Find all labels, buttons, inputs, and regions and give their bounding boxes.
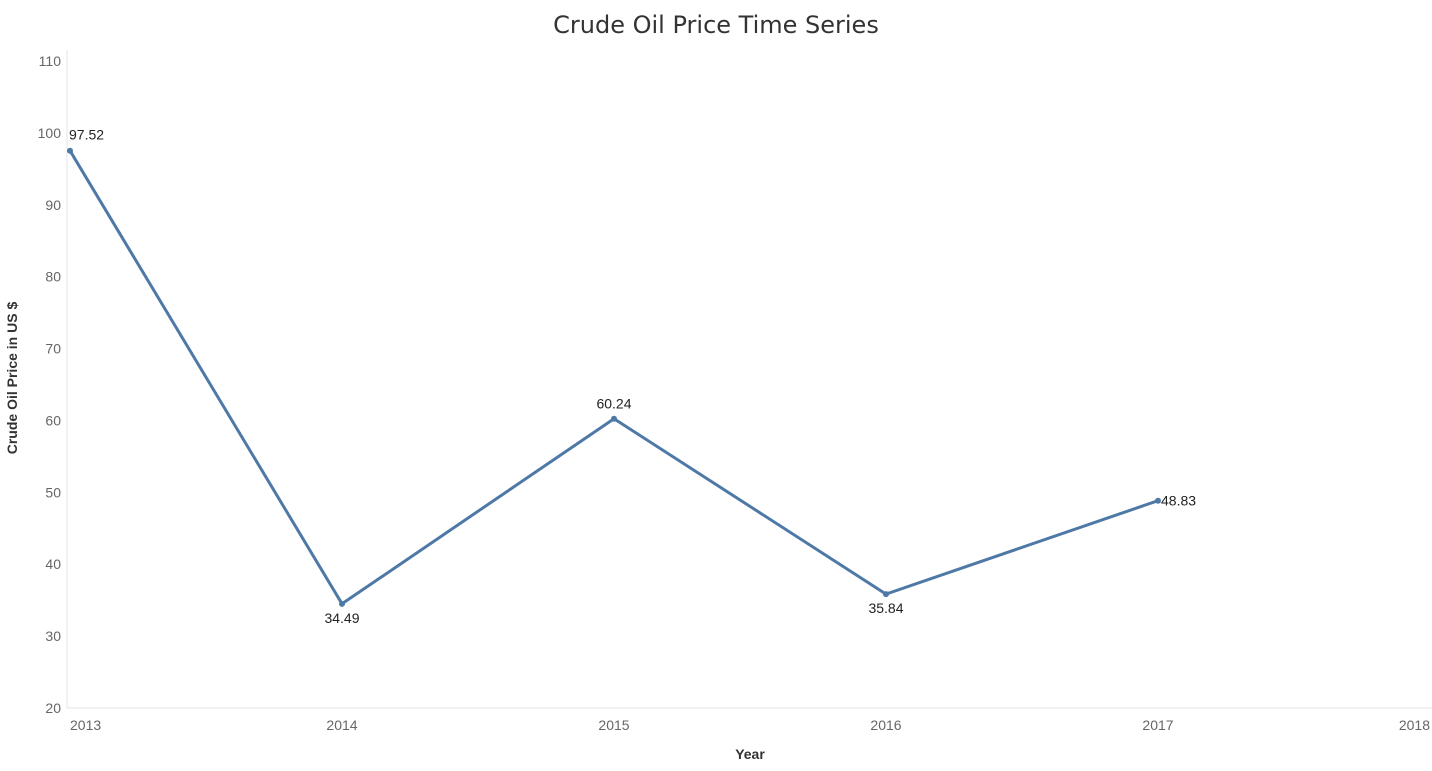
data-point: [611, 415, 617, 422]
x-tick-label: 2013: [70, 717, 101, 733]
y-tick-label: 40: [45, 556, 61, 572]
y-tick-label: 90: [45, 197, 61, 213]
data-label: 34.49: [324, 610, 359, 626]
x-tick-label: 2015: [598, 717, 629, 733]
x-tick-label: 2016: [870, 717, 901, 733]
y-tick-label: 80: [45, 269, 61, 285]
y-axis-label: Crude Oil Price in US $: [4, 302, 20, 455]
data-point: [67, 147, 73, 154]
chart-title: Crude Oil Price Time Series: [553, 11, 879, 39]
data-label: 48.83: [1161, 493, 1196, 509]
y-tick-label: 110: [39, 53, 62, 69]
y-tick-label: 30: [45, 628, 61, 644]
data-point: [883, 591, 889, 598]
series-line: [68, 149, 1160, 606]
y-tick-label: 100: [38, 125, 62, 141]
y-tick-label: 70: [45, 341, 61, 357]
series-group: [67, 147, 1161, 607]
data-label: 97.52: [69, 127, 104, 143]
data-label: 35.84: [868, 600, 903, 616]
x-tick-label: 2017: [1142, 717, 1173, 733]
y-tick-label: 60: [45, 412, 61, 428]
y-axis-ticks: 20 30 40 50 60 70 80 90 100 110: [38, 53, 62, 716]
x-tick-label: 2014: [326, 717, 357, 733]
data-label: 60.24: [596, 396, 631, 412]
x-axis-ticks: 2013 2014 2015 2016 2017 2018: [70, 717, 1430, 733]
data-point: [339, 600, 345, 607]
y-tick-label: 50: [45, 484, 61, 500]
x-axis-label: Year: [735, 746, 765, 762]
x-tick-label: 2018: [1399, 717, 1430, 733]
data-point: [1155, 497, 1161, 504]
data-labels: 97.52 34.49 60.24 35.84 48.83: [69, 127, 1196, 626]
y-tick-label: 20: [45, 700, 61, 716]
